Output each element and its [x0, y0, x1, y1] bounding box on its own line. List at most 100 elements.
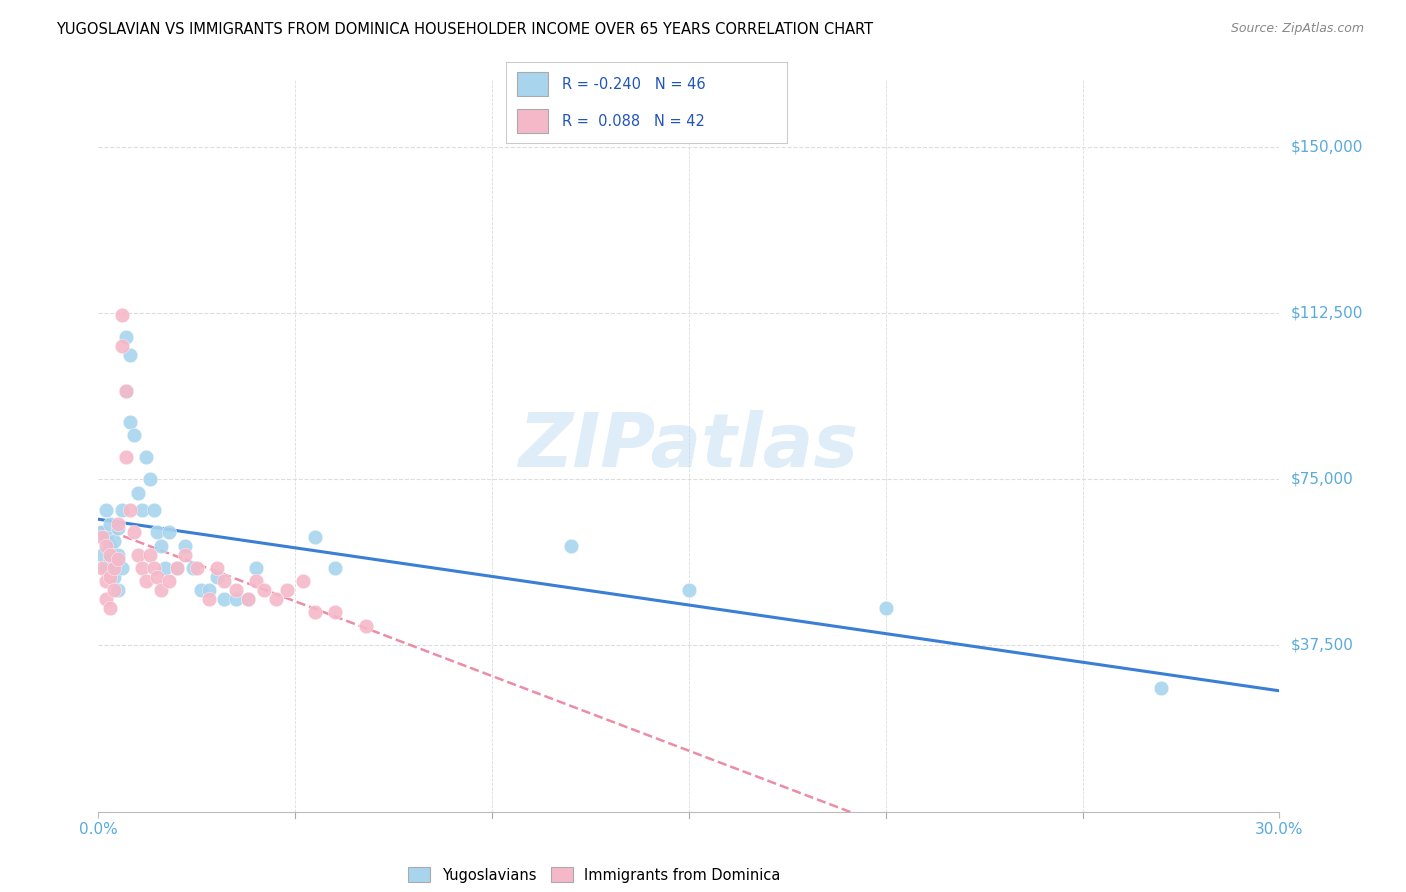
Point: [96, 574, 118, 589]
Point: [138, 548, 160, 562]
FancyBboxPatch shape: [517, 72, 548, 96]
Point: [115, 384, 138, 398]
Point: [292, 574, 315, 589]
Point: [225, 591, 247, 606]
Legend: Yugoslavians, Immigrants from Dominica: Yugoslavians, Immigrants from Dominica: [402, 862, 786, 888]
Point: [96, 561, 118, 575]
Point: [96, 591, 118, 606]
Point: [91, 525, 114, 540]
Point: [197, 591, 219, 606]
Point: [98, 548, 121, 562]
Point: [111, 308, 134, 322]
Point: [678, 583, 700, 598]
Point: [304, 605, 326, 619]
Point: [103, 583, 125, 598]
Text: $75,000: $75,000: [1291, 472, 1354, 487]
Point: [115, 384, 138, 398]
Point: [98, 516, 121, 531]
Point: [166, 561, 188, 575]
Point: [245, 561, 267, 575]
Text: $112,500: $112,500: [1291, 306, 1362, 320]
Point: [103, 561, 125, 575]
Point: [107, 521, 129, 535]
Text: ZIPatlas: ZIPatlas: [519, 409, 859, 483]
Point: [323, 561, 346, 575]
Point: [150, 539, 173, 553]
Point: [131, 561, 153, 575]
Point: [304, 530, 326, 544]
Point: [111, 561, 134, 575]
Point: [236, 591, 259, 606]
Text: YUGOSLAVIAN VS IMMIGRANTS FROM DOMINICA HOUSEHOLDER INCOME OVER 65 YEARS CORRELA: YUGOSLAVIAN VS IMMIGRANTS FROM DOMINICA …: [56, 22, 873, 37]
Point: [253, 583, 276, 598]
Point: [157, 525, 180, 540]
Point: [107, 583, 129, 598]
Point: [107, 552, 129, 566]
Point: [122, 428, 145, 442]
Point: [146, 570, 169, 584]
Point: [127, 548, 149, 562]
Point: [96, 530, 118, 544]
Point: [98, 600, 121, 615]
Point: [111, 503, 134, 517]
Point: [96, 539, 118, 553]
Point: [155, 561, 177, 575]
Point: [115, 330, 138, 344]
Point: [166, 561, 188, 575]
Point: [115, 450, 138, 464]
Point: [264, 591, 287, 606]
Point: [91, 530, 114, 544]
Point: [98, 552, 121, 566]
Point: [560, 539, 582, 553]
Point: [150, 583, 173, 598]
Point: [135, 574, 157, 589]
Text: R = -0.240   N = 46: R = -0.240 N = 46: [562, 77, 706, 92]
Point: [96, 503, 118, 517]
Point: [354, 618, 377, 632]
Point: [91, 548, 114, 562]
FancyBboxPatch shape: [517, 109, 548, 133]
Point: [107, 548, 129, 562]
Text: R =  0.088   N = 42: R = 0.088 N = 42: [562, 113, 706, 128]
Point: [131, 503, 153, 517]
Point: [323, 605, 346, 619]
Point: [875, 600, 897, 615]
Point: [98, 539, 121, 553]
Point: [118, 348, 141, 362]
Point: [138, 472, 160, 486]
Point: [135, 450, 157, 464]
Point: [122, 525, 145, 540]
Point: [118, 503, 141, 517]
Point: [157, 574, 180, 589]
Point: [103, 534, 125, 549]
Point: [214, 574, 236, 589]
Point: [205, 561, 228, 575]
Point: [103, 557, 125, 571]
Point: [245, 574, 267, 589]
Point: [214, 591, 236, 606]
Point: [146, 525, 169, 540]
Point: [142, 503, 165, 517]
Point: [181, 561, 204, 575]
Point: [103, 570, 125, 584]
Point: [186, 561, 208, 575]
Point: [118, 415, 141, 429]
Point: [1150, 681, 1173, 695]
Point: [197, 583, 219, 598]
Text: $150,000: $150,000: [1291, 139, 1362, 154]
Point: [276, 583, 298, 598]
Point: [142, 561, 165, 575]
Point: [236, 591, 259, 606]
Point: [111, 339, 134, 353]
Point: [127, 485, 149, 500]
Point: [205, 570, 228, 584]
Point: [107, 516, 129, 531]
Point: [225, 583, 247, 598]
Point: [174, 539, 197, 553]
Point: [91, 561, 114, 575]
Point: [98, 570, 121, 584]
Text: Source: ZipAtlas.com: Source: ZipAtlas.com: [1230, 22, 1364, 36]
Text: $37,500: $37,500: [1291, 638, 1354, 653]
Point: [174, 548, 197, 562]
Point: [190, 583, 212, 598]
